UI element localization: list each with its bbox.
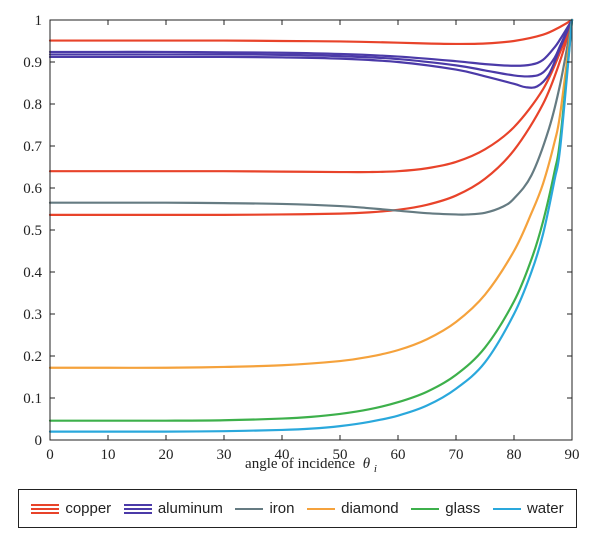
legend-item-copper: copper: [31, 500, 111, 517]
x-tick-label: 0: [46, 447, 54, 463]
legend-swatch-line: [235, 507, 264, 510]
legend-swatch-aluminum: [123, 503, 152, 515]
y-tick-label: 0.3: [23, 307, 42, 323]
x-tick-label: 10: [101, 447, 116, 463]
legend-item-glass: glass: [411, 500, 480, 517]
legend-swatch-line: [492, 507, 521, 510]
legend-label-diamond: diamond: [341, 500, 399, 517]
legend-swatch-line: [123, 503, 152, 506]
ticks-layer: 0 10 20 30 40 50 60 70 80 90 0 0.1 0.2 0.3 0.4 0.5 0.6 0.…: [23, 13, 579, 463]
x-axis-title-symbol: θ: [363, 456, 371, 472]
y-tick-label: 0.8: [23, 97, 42, 113]
legend-swatch-line: [31, 507, 60, 510]
series-line-aluminum: [48, 18, 574, 67]
legend-item-aluminum: aluminum: [123, 500, 223, 517]
y-tick-label: 0.2: [23, 349, 42, 365]
legend: copper aluminum iron diamond glass water: [18, 489, 577, 528]
legend-swatch-line: [307, 507, 336, 510]
x-axis-title-text: angle of incidence: [245, 456, 355, 472]
x-tick-label: 30: [217, 447, 232, 463]
y-tick-label: 0.7: [23, 139, 42, 155]
legend-label-water: water: [526, 500, 564, 517]
legend-item-iron: iron: [235, 500, 294, 517]
y-tick-label: 0.1: [23, 391, 42, 407]
legend-item-water: water: [492, 500, 564, 517]
series-line-water: [48, 18, 574, 433]
series-line-copper: [48, 18, 574, 174]
legend-swatch-line: [123, 507, 152, 510]
series-line-aluminum: [48, 18, 574, 89]
legend-swatch-water: [492, 503, 521, 515]
x-tick-label: 90: [565, 447, 580, 463]
series-line-diamond: [48, 18, 574, 369]
legend-label-aluminum: aluminum: [157, 500, 223, 517]
plot-frame: [49, 19, 573, 441]
legend-label-copper: copper: [65, 500, 112, 517]
y-tick-label: 1: [35, 13, 43, 29]
x-tick-label: 20: [159, 447, 174, 463]
y-tick-label: 0.9: [23, 55, 42, 71]
x-tick-label: 60: [391, 447, 406, 463]
x-axis-title-subscript: i: [374, 463, 377, 475]
x-tick-label: 40: [275, 447, 290, 463]
legend-swatch-diamond: [307, 503, 336, 515]
legend-swatch-line: [123, 511, 152, 514]
x-tick-label: 50: [333, 447, 348, 463]
series-line-copper: [48, 18, 574, 46]
y-tick-label: 0.4: [23, 265, 42, 281]
legend-swatch-glass: [411, 503, 440, 515]
legend-item-diamond: diamond: [307, 500, 399, 517]
series-line-glass: [48, 18, 574, 422]
series-line-copper: [48, 18, 574, 217]
y-tick-label: 0.6: [23, 181, 42, 197]
x-tick-label: 80: [507, 447, 522, 463]
y-tick-label: 0: [35, 433, 43, 449]
series-layer: [48, 18, 574, 433]
legend-swatch-line: [31, 511, 60, 514]
legend-swatch-copper: [31, 503, 60, 515]
legend-label-glass: glass: [445, 500, 481, 517]
legend-label-iron: iron: [269, 500, 295, 517]
series-line-aluminum: [48, 18, 574, 78]
legend-swatch-line: [31, 503, 60, 506]
series-line-iron: [48, 18, 574, 216]
reflectance-chart: 0 10 20 30 40 50 60 70 80 90 0 0.1 0.2 0.3 0.4 0.5 0.6 0.…: [23, 13, 579, 475]
x-axis-title: angle of incidence θ i: [245, 456, 377, 475]
legend-swatch-line: [411, 507, 440, 510]
y-tick-label: 0.5: [23, 223, 42, 239]
x-tick-label: 70: [449, 447, 464, 463]
legend-swatch-iron: [235, 503, 264, 515]
